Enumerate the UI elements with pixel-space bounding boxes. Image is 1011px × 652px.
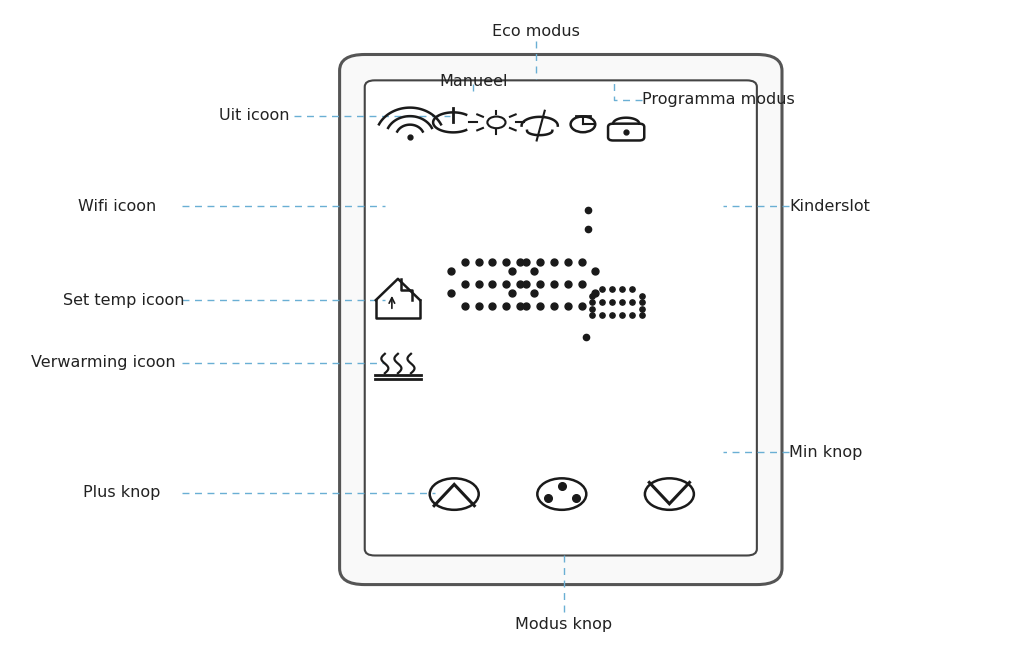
Text: Min knop: Min knop <box>789 445 862 460</box>
Text: Modus knop: Modus knop <box>516 617 613 632</box>
Text: Manueel: Manueel <box>439 74 508 89</box>
Text: Verwarming icoon: Verwarming icoon <box>31 355 176 370</box>
Text: Set temp icoon: Set temp icoon <box>63 293 185 308</box>
Text: Eco modus: Eco modus <box>491 24 579 39</box>
FancyBboxPatch shape <box>340 55 782 585</box>
Text: Kinderslot: Kinderslot <box>789 199 869 214</box>
Text: Plus knop: Plus knop <box>83 485 161 500</box>
Text: Wifi icoon: Wifi icoon <box>78 199 157 214</box>
Text: Uit icoon: Uit icoon <box>219 108 289 123</box>
FancyBboxPatch shape <box>365 80 757 556</box>
Text: Programma modus: Programma modus <box>642 92 795 107</box>
